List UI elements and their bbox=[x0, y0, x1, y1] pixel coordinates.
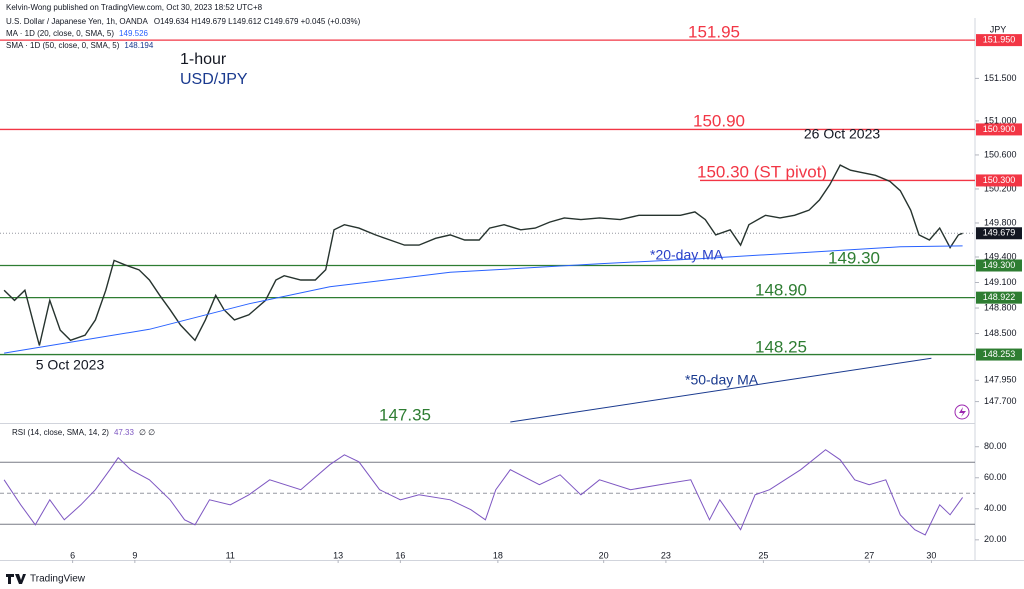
level-annotation: 148.25 bbox=[755, 337, 807, 356]
y-tick-label: 148.500 bbox=[984, 328, 1017, 338]
level-annotation: 148.90 bbox=[755, 280, 807, 299]
x-tick-label: 9 bbox=[132, 550, 137, 560]
level-badge bbox=[976, 259, 1022, 272]
ma20-name: MA · 1D (20, close, 0, SMA, 5) bbox=[6, 29, 114, 38]
y-tick-label: 60.00 bbox=[984, 472, 1007, 482]
y-tick-label: 80.00 bbox=[984, 441, 1007, 451]
annotation: *50-day MA bbox=[685, 372, 759, 388]
x-tick-label: 23 bbox=[661, 550, 671, 560]
x-tick-label: 30 bbox=[926, 550, 936, 560]
ohlc: O149.634 H149.679 L149.612 C149.679 +0.0… bbox=[154, 17, 361, 26]
x-tick-label: 11 bbox=[226, 550, 235, 560]
series-line bbox=[4, 245, 963, 354]
symbol-name: U.S. Dollar / Japanese Yen, 1h, OANDA bbox=[6, 17, 149, 26]
level-badge-label: 148.253 bbox=[983, 349, 1016, 359]
x-tick-label: 13 bbox=[333, 550, 343, 560]
ma20-legend: MA · 1D (20, close, 0, SMA, 5) 149.526 bbox=[6, 29, 149, 38]
level-badge-label: 148.922 bbox=[983, 292, 1016, 302]
alert-icon[interactable] bbox=[954, 404, 970, 420]
annotation: 5 Oct 2023 bbox=[36, 357, 105, 373]
level-annotation: 149.30 bbox=[828, 248, 880, 267]
y-tick-label: 147.700 bbox=[984, 396, 1017, 406]
level-badge bbox=[976, 174, 1022, 187]
y-tick-label: 151.000 bbox=[984, 115, 1017, 125]
x-tick-label: 20 bbox=[599, 550, 609, 560]
annotation: *20-day MA bbox=[650, 247, 724, 263]
level-badge bbox=[976, 34, 1022, 47]
series-line bbox=[3, 449, 964, 536]
ma20-value: 149.526 bbox=[119, 29, 148, 38]
rsi-value: 47.33 bbox=[114, 428, 135, 437]
y-tick-label: 151.500 bbox=[984, 73, 1017, 83]
alert-bolt bbox=[959, 407, 966, 417]
rsi-legend: RSI (14, close, SMA, 14, 2) 47.33 ∅ ∅ bbox=[12, 428, 155, 437]
chart-subtitle: USD/JPY bbox=[180, 71, 248, 88]
last-price-label: 149.679 bbox=[983, 228, 1016, 238]
y-tick-label: 40.00 bbox=[984, 503, 1007, 513]
level-badge-label: 151.950 bbox=[983, 34, 1016, 44]
y-tick-label: 20.00 bbox=[984, 534, 1007, 544]
last-price-badge bbox=[976, 227, 1022, 240]
level-annotation: 150.90 bbox=[693, 111, 745, 130]
x-tick-label: 16 bbox=[395, 550, 405, 560]
sma50-value: 148.194 bbox=[124, 41, 153, 50]
series-line bbox=[3, 164, 963, 346]
tv-logo bbox=[6, 574, 26, 584]
annotation: 147.35 bbox=[379, 405, 431, 424]
y-tick-label: 149.100 bbox=[984, 277, 1017, 287]
footer: TradingView bbox=[30, 574, 86, 585]
x-tick-label: 18 bbox=[493, 550, 503, 560]
published: Kelvin-Wong published on TradingView.com… bbox=[6, 3, 263, 12]
level-badge-label: 149.300 bbox=[983, 260, 1016, 270]
level-annotation: 150.30 (ST pivot) bbox=[697, 162, 827, 181]
x-tick-label: 6 bbox=[70, 550, 75, 560]
rsi-extra: ∅ ∅ bbox=[139, 428, 155, 437]
sma50-legend: SMA · 1D (50, close, 0, SMA, 5) 148.194 bbox=[6, 41, 154, 50]
y-tick-label: 147.950 bbox=[984, 375, 1017, 385]
level-badge bbox=[976, 123, 1022, 136]
annotation: 26 Oct 2023 bbox=[804, 126, 880, 142]
y-tick-label: 150.200 bbox=[984, 183, 1017, 193]
y-tick-label: 149.400 bbox=[984, 251, 1017, 261]
y-tick-label: 149.800 bbox=[984, 217, 1017, 227]
level-badge bbox=[976, 291, 1022, 304]
level-badge-label: 150.900 bbox=[983, 124, 1016, 134]
symbol-legend: U.S. Dollar / Japanese Yen, 1h, OANDA O14… bbox=[6, 17, 361, 26]
level-badge-label: 150.300 bbox=[983, 175, 1016, 185]
rsi-name: RSI (14, close, SMA, 14, 2) bbox=[12, 428, 109, 437]
currency-label: JPY bbox=[990, 24, 1007, 34]
y-tick-label: 150.600 bbox=[984, 149, 1017, 159]
y-tick-label: 148.800 bbox=[984, 302, 1017, 312]
x-tick-label: 25 bbox=[758, 550, 768, 560]
chart-title: 1-hour bbox=[180, 51, 227, 68]
sma50-name: SMA · 1D (50, close, 0, SMA, 5) bbox=[6, 41, 120, 50]
level-annotation: 151.95 bbox=[688, 22, 740, 41]
series-line bbox=[510, 357, 932, 423]
x-tick-label: 27 bbox=[864, 550, 874, 560]
level-badge bbox=[976, 348, 1022, 361]
